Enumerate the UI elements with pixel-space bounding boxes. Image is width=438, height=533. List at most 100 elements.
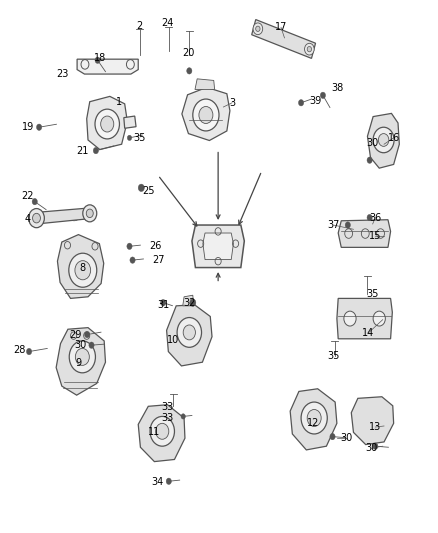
Circle shape	[181, 414, 185, 419]
Circle shape	[378, 134, 389, 147]
Polygon shape	[77, 59, 138, 74]
Text: 38: 38	[332, 83, 344, 93]
Circle shape	[183, 325, 195, 340]
Text: 34: 34	[151, 477, 163, 487]
Text: 24: 24	[161, 18, 174, 28]
Text: 20: 20	[182, 48, 194, 58]
Circle shape	[28, 208, 44, 228]
Circle shape	[344, 311, 356, 326]
Polygon shape	[36, 208, 90, 224]
Polygon shape	[337, 298, 392, 339]
Circle shape	[95, 57, 100, 63]
Ellipse shape	[70, 215, 78, 221]
Circle shape	[89, 342, 94, 349]
Circle shape	[345, 222, 350, 228]
Text: 29: 29	[70, 329, 82, 340]
Circle shape	[373, 127, 394, 153]
Text: 28: 28	[13, 345, 25, 356]
Polygon shape	[124, 116, 136, 128]
Polygon shape	[87, 96, 127, 150]
Circle shape	[160, 300, 166, 306]
Circle shape	[307, 46, 311, 52]
Polygon shape	[195, 79, 215, 90]
Text: 3: 3	[229, 98, 235, 108]
Circle shape	[95, 109, 120, 139]
Text: 18: 18	[94, 53, 106, 63]
Text: 17: 17	[275, 22, 287, 33]
Circle shape	[199, 107, 213, 124]
Circle shape	[367, 157, 372, 164]
Text: 33: 33	[161, 413, 173, 423]
Circle shape	[36, 124, 42, 131]
Circle shape	[301, 402, 327, 434]
Text: 13: 13	[369, 422, 381, 432]
Polygon shape	[252, 20, 315, 59]
Text: 37: 37	[327, 220, 339, 230]
Circle shape	[320, 92, 325, 99]
Polygon shape	[138, 405, 185, 462]
Text: 35: 35	[327, 351, 339, 361]
Polygon shape	[166, 305, 212, 366]
Circle shape	[130, 257, 135, 263]
Text: 35: 35	[367, 289, 379, 299]
Text: 2: 2	[136, 21, 143, 31]
Polygon shape	[290, 389, 337, 450]
Text: 9: 9	[75, 358, 81, 368]
Circle shape	[75, 261, 91, 280]
Polygon shape	[182, 87, 230, 141]
Text: 21: 21	[77, 146, 89, 156]
Text: 10: 10	[167, 335, 179, 345]
Text: 32: 32	[183, 297, 195, 308]
Circle shape	[150, 416, 174, 446]
Polygon shape	[367, 114, 399, 168]
Text: 12: 12	[307, 418, 319, 429]
Circle shape	[127, 135, 132, 141]
Text: 15: 15	[369, 231, 381, 241]
Circle shape	[85, 332, 90, 338]
Polygon shape	[57, 235, 104, 298]
Text: 35: 35	[133, 133, 146, 143]
Polygon shape	[351, 397, 394, 445]
Circle shape	[367, 214, 372, 221]
Circle shape	[83, 205, 97, 222]
Text: 14: 14	[362, 328, 374, 338]
Circle shape	[93, 148, 99, 154]
Circle shape	[330, 433, 335, 440]
Circle shape	[304, 43, 314, 55]
Text: 36: 36	[369, 213, 381, 223]
Circle shape	[75, 349, 89, 366]
Text: 30: 30	[367, 138, 379, 148]
Polygon shape	[192, 225, 244, 268]
Circle shape	[256, 26, 260, 31]
Circle shape	[190, 299, 196, 306]
Circle shape	[138, 184, 145, 191]
Text: 26: 26	[149, 241, 162, 251]
Circle shape	[155, 423, 169, 439]
Ellipse shape	[57, 215, 66, 221]
Circle shape	[32, 198, 37, 205]
Ellipse shape	[363, 413, 383, 426]
Circle shape	[253, 23, 263, 35]
Text: 30: 30	[340, 433, 353, 443]
Circle shape	[177, 318, 201, 348]
Text: 23: 23	[57, 69, 69, 79]
Text: 33: 33	[161, 402, 173, 413]
Polygon shape	[183, 295, 194, 306]
Circle shape	[298, 100, 304, 106]
Text: 25: 25	[142, 186, 155, 196]
Circle shape	[86, 209, 93, 217]
Circle shape	[166, 478, 171, 484]
Ellipse shape	[44, 215, 53, 221]
Polygon shape	[56, 328, 106, 395]
Circle shape	[193, 99, 219, 131]
Circle shape	[69, 341, 95, 373]
Circle shape	[101, 116, 114, 132]
Text: 39: 39	[310, 95, 322, 106]
Circle shape	[69, 253, 97, 287]
Polygon shape	[203, 233, 233, 260]
Circle shape	[307, 409, 321, 426]
Text: 8: 8	[80, 263, 86, 272]
Circle shape	[187, 68, 192, 74]
Text: 11: 11	[148, 427, 160, 438]
Text: 30: 30	[74, 340, 86, 350]
